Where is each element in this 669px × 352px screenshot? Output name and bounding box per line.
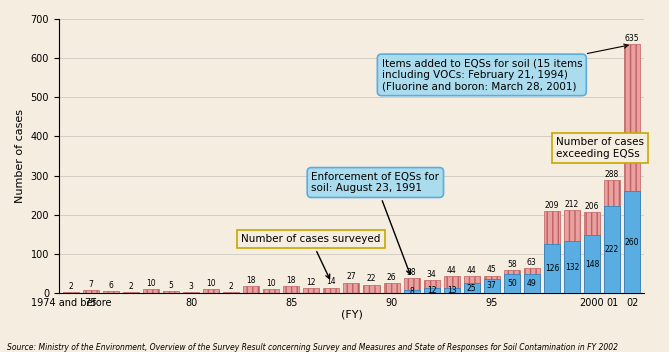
- Bar: [363, 284, 379, 293]
- Bar: [584, 235, 600, 293]
- Text: 34: 34: [427, 270, 436, 279]
- Text: 2: 2: [68, 282, 73, 291]
- Text: 22: 22: [367, 274, 376, 283]
- Bar: [83, 290, 99, 293]
- Text: 14: 14: [326, 277, 337, 287]
- Text: Source: Ministry of the Environment, Overview of the Survey Result concerning Su: Source: Ministry of the Environment, Ove…: [7, 343, 617, 352]
- Text: 18: 18: [286, 276, 296, 285]
- Text: 44: 44: [467, 266, 476, 275]
- Text: 10: 10: [206, 279, 216, 288]
- Bar: [143, 289, 159, 293]
- Text: Enforcement of EQSs for
soil: August 23, 1991: Enforcement of EQSs for soil: August 23,…: [311, 172, 440, 274]
- Bar: [203, 289, 219, 293]
- Bar: [544, 244, 560, 293]
- Text: 37: 37: [487, 281, 496, 290]
- Bar: [484, 279, 500, 293]
- Text: 209: 209: [545, 201, 559, 210]
- X-axis label: (FY): (FY): [341, 309, 363, 319]
- Bar: [244, 286, 260, 293]
- Bar: [163, 291, 179, 293]
- Bar: [544, 211, 560, 293]
- Text: 12: 12: [306, 278, 316, 287]
- Bar: [423, 280, 440, 293]
- Text: 206: 206: [585, 202, 599, 211]
- Bar: [464, 276, 480, 293]
- Bar: [584, 213, 600, 293]
- Text: 2: 2: [229, 282, 233, 291]
- Text: 260: 260: [625, 238, 640, 247]
- Bar: [624, 191, 640, 293]
- Text: 8: 8: [409, 287, 414, 296]
- Text: 13: 13: [447, 286, 456, 295]
- Text: 26: 26: [387, 273, 396, 282]
- Bar: [464, 283, 480, 293]
- Bar: [564, 241, 580, 293]
- Text: 148: 148: [585, 260, 599, 269]
- Bar: [303, 288, 319, 293]
- Bar: [403, 290, 419, 293]
- Bar: [103, 291, 119, 293]
- Bar: [564, 210, 580, 293]
- Bar: [524, 274, 540, 293]
- Bar: [383, 283, 399, 293]
- Text: 58: 58: [507, 260, 516, 269]
- Y-axis label: Number of cases: Number of cases: [15, 109, 25, 203]
- Text: 3: 3: [189, 282, 193, 291]
- Bar: [283, 286, 299, 293]
- Bar: [504, 274, 520, 293]
- Text: Number of cases surveyed: Number of cases surveyed: [242, 234, 381, 279]
- Bar: [504, 270, 520, 293]
- Text: 635: 635: [625, 34, 640, 43]
- Text: 288: 288: [605, 170, 619, 179]
- Bar: [484, 276, 500, 293]
- Text: 10: 10: [147, 279, 156, 288]
- Text: 6: 6: [108, 281, 113, 290]
- Text: 63: 63: [527, 258, 537, 267]
- Text: 18: 18: [246, 276, 256, 285]
- Text: 222: 222: [605, 245, 619, 254]
- Bar: [403, 278, 419, 293]
- Text: 7: 7: [88, 280, 93, 289]
- Text: 38: 38: [407, 268, 416, 277]
- Bar: [604, 180, 620, 293]
- Bar: [323, 288, 339, 293]
- Text: 10: 10: [266, 279, 276, 288]
- Bar: [183, 292, 199, 293]
- Text: 49: 49: [527, 279, 537, 288]
- Bar: [604, 206, 620, 293]
- Bar: [444, 276, 460, 293]
- Bar: [444, 288, 460, 293]
- Bar: [624, 44, 640, 293]
- Text: 132: 132: [565, 263, 579, 272]
- Text: 126: 126: [545, 264, 559, 273]
- Text: 27: 27: [347, 272, 357, 281]
- Bar: [263, 289, 279, 293]
- Text: 45: 45: [487, 265, 496, 274]
- Text: 12: 12: [427, 286, 436, 295]
- Text: 5: 5: [169, 281, 173, 290]
- Text: 44: 44: [447, 266, 456, 275]
- Text: 50: 50: [507, 279, 516, 288]
- Text: Number of cases
exceeding EQSs: Number of cases exceeding EQSs: [556, 137, 644, 159]
- Text: 25: 25: [467, 284, 476, 293]
- Bar: [423, 288, 440, 293]
- Text: 2: 2: [128, 282, 133, 291]
- Bar: [524, 269, 540, 293]
- Bar: [343, 283, 359, 293]
- Text: Items added to EQSs for soil (15 items
including VOCs: February 21, 1994)
(Fluor: Items added to EQSs for soil (15 items i…: [381, 44, 628, 92]
- Text: 212: 212: [565, 200, 579, 209]
